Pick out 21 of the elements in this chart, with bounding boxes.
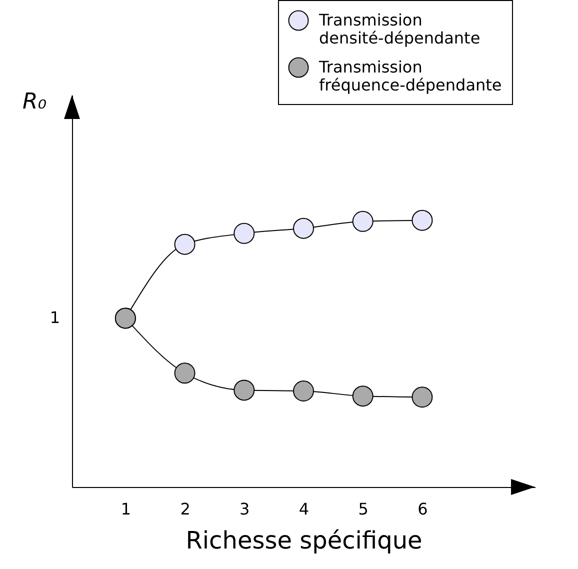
point	[174, 362, 196, 384]
x-tick-label: 2	[180, 500, 190, 518]
point	[293, 218, 314, 239]
text: 1	[50, 308, 60, 327]
x-tick-label: 5	[358, 500, 368, 518]
x-tick-label: 6	[418, 500, 428, 518]
x-tick-label: 4	[298, 500, 310, 518]
point	[352, 210, 374, 232]
x-tick-label: 3	[240, 500, 250, 518]
x-axis-title: Richesse spécifique	[186, 526, 422, 554]
legend-label: Transmission fréquence-dépendante	[318, 58, 502, 94]
legend-label: Transmission densité-dépendante	[318, 10, 480, 48]
point	[412, 210, 433, 231]
point	[293, 380, 314, 402]
point	[352, 386, 374, 407]
point	[234, 222, 255, 244]
x-tick-label: 1	[120, 500, 132, 518]
point	[234, 380, 255, 401]
point	[412, 386, 433, 408]
point	[174, 234, 196, 255]
y-axis-title: R₀	[22, 90, 47, 114]
